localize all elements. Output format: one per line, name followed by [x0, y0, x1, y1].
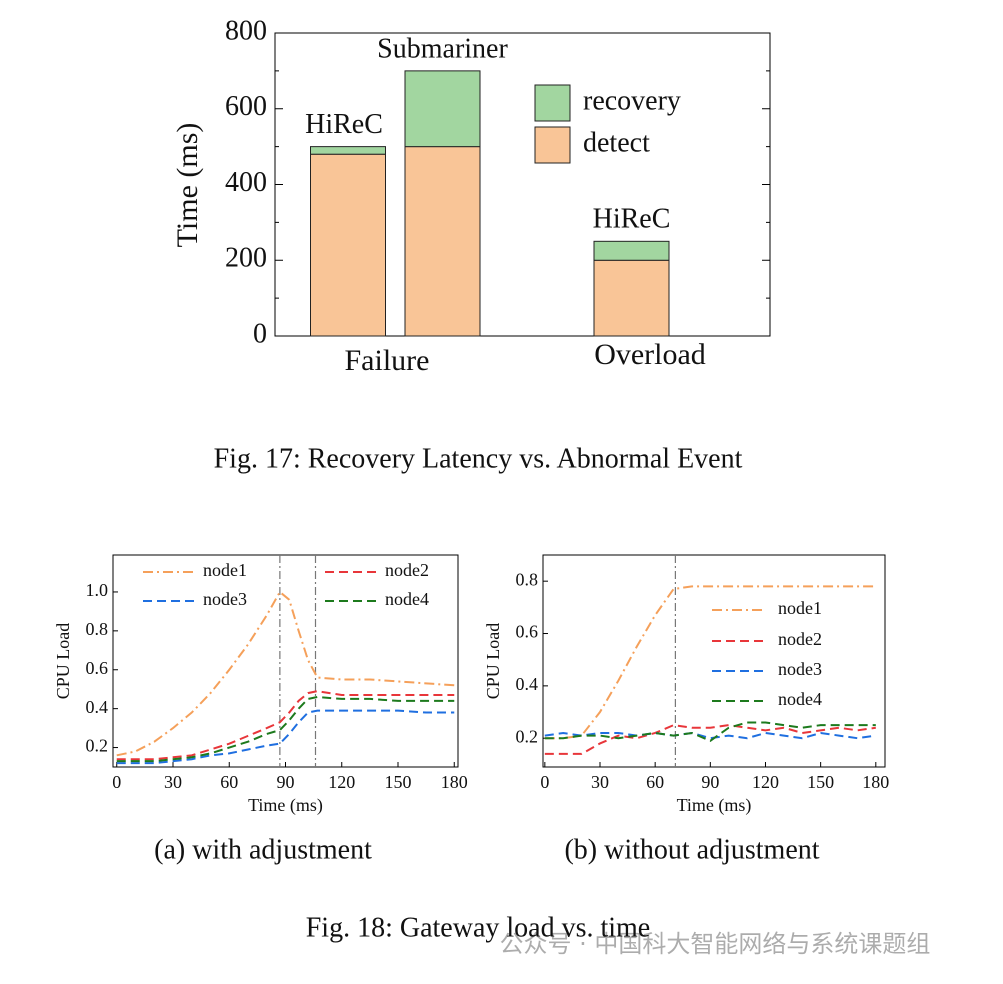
x-tick-label: Overload: [594, 338, 706, 371]
y-tick-label: 0.6: [516, 622, 539, 642]
x-tick-label: 150: [807, 772, 834, 792]
y-tick-label: 0: [253, 318, 267, 349]
x-tick-label: 90: [701, 772, 719, 792]
x-tick-label: 0: [112, 772, 121, 792]
legend-label: node3: [778, 659, 822, 679]
y-tick-label: 0.2: [86, 736, 109, 756]
bar-segment: [593, 259, 670, 337]
legend-label: node4: [385, 589, 429, 609]
bar-segment: [593, 240, 670, 261]
y-tick-label: 0.2: [516, 726, 539, 746]
x-tick-label: 180: [441, 772, 468, 792]
legend-label: node1: [203, 560, 247, 580]
bar-label: HiReC: [305, 109, 383, 140]
data-line: [116, 590, 455, 757]
data-line: [544, 731, 876, 740]
legend-swatch: [534, 126, 571, 164]
x-tick-label: 120: [328, 772, 355, 792]
x-tick-label: 0: [540, 772, 549, 792]
y-tick-label: 0.4: [516, 674, 539, 694]
y-tick-label: 0.6: [86, 658, 109, 678]
x-tick-label: 120: [752, 772, 779, 792]
data-line: [544, 721, 876, 742]
x-tick-label: 150: [385, 772, 412, 792]
x-tick-label: Failure: [345, 344, 430, 377]
x-tick-label: 60: [646, 772, 664, 792]
y-tick-label: 600: [225, 91, 267, 122]
data-line: [544, 724, 876, 755]
x-tick-label: 90: [277, 772, 295, 792]
x-tick-label: 60: [220, 772, 238, 792]
y-axis-label: CPU Load: [53, 623, 73, 700]
data-line: [116, 690, 455, 761]
y-tick-label: 800: [225, 15, 267, 46]
legend-label: node2: [778, 629, 822, 649]
subfigure-caption: (b) without adjustment: [564, 834, 819, 865]
x-axis-label: Time (ms): [248, 795, 323, 816]
bar-label: HiReC: [593, 204, 671, 235]
subfigure-caption: (a) with adjustment: [154, 834, 372, 865]
bar-label: Submariner: [377, 33, 508, 64]
figure-caption: Fig. 17: Recovery Latency vs. Abnormal E…: [214, 443, 743, 474]
legend-label: node3: [203, 589, 247, 609]
bar-segment: [310, 153, 386, 337]
data-line: [116, 695, 455, 763]
legend-label: node4: [778, 689, 822, 709]
bar-segment: [404, 70, 481, 148]
bar-segment: [404, 146, 481, 337]
data-line: [544, 585, 876, 740]
y-axis-label: Time (ms): [171, 123, 204, 248]
legend-swatch: [534, 84, 571, 122]
y-tick-label: 0.8: [516, 569, 539, 589]
x-tick-label: 180: [862, 772, 889, 792]
y-axis-label: CPU Load: [483, 623, 503, 700]
figure-caption: Fig. 18: Gateway load vs. time: [306, 912, 651, 943]
watermark: 公众号 · 中国科大智能网络与系统课题组: [500, 930, 931, 958]
y-tick-label: 200: [225, 243, 267, 274]
y-tick-label: 400: [225, 167, 267, 198]
y-tick-label: 0.4: [86, 697, 109, 717]
x-axis-label: Time (ms): [677, 795, 752, 816]
plot-frame: [112, 554, 459, 768]
legend-label: node2: [385, 560, 429, 580]
legend-label: node1: [778, 598, 822, 618]
x-tick-label: 30: [591, 772, 609, 792]
y-tick-label: 0.8: [86, 619, 109, 639]
data-line: [116, 709, 455, 765]
y-tick-label: 1.0: [86, 580, 109, 600]
bar-segment: [310, 146, 386, 155]
plot-frame: [542, 554, 886, 768]
legend-label: detect: [583, 127, 650, 158]
legend-label: recovery: [583, 85, 681, 116]
x-tick-label: 30: [164, 772, 182, 792]
